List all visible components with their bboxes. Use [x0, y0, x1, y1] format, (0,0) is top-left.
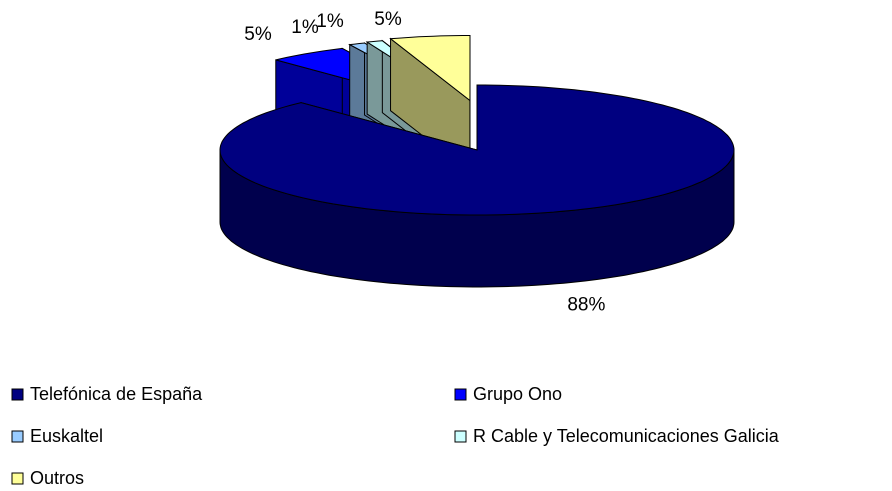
legend-label: Grupo Ono — [473, 384, 562, 404]
data-label: 1% — [291, 17, 319, 38]
data-label: 1% — [316, 11, 344, 32]
slice-top — [389, 35, 471, 102]
legend-swatch — [454, 388, 467, 401]
slice — [219, 84, 735, 288]
legend-swatch — [11, 388, 24, 401]
legend-label: Euskaltel — [30, 426, 103, 446]
data-label: 88% — [567, 295, 605, 316]
data-label: 5% — [374, 9, 402, 30]
legend-label: R Cable y Telecomunicaciones Galicia — [473, 426, 780, 446]
legend-label: Telefónica de España — [30, 384, 203, 404]
slice-top — [219, 84, 735, 216]
legend-swatch — [454, 430, 467, 443]
data-label: 5% — [244, 24, 272, 45]
legend-swatch — [11, 472, 24, 485]
legend-label: Outros — [30, 468, 84, 488]
legend-swatch — [11, 430, 24, 443]
slice — [389, 35, 471, 174]
